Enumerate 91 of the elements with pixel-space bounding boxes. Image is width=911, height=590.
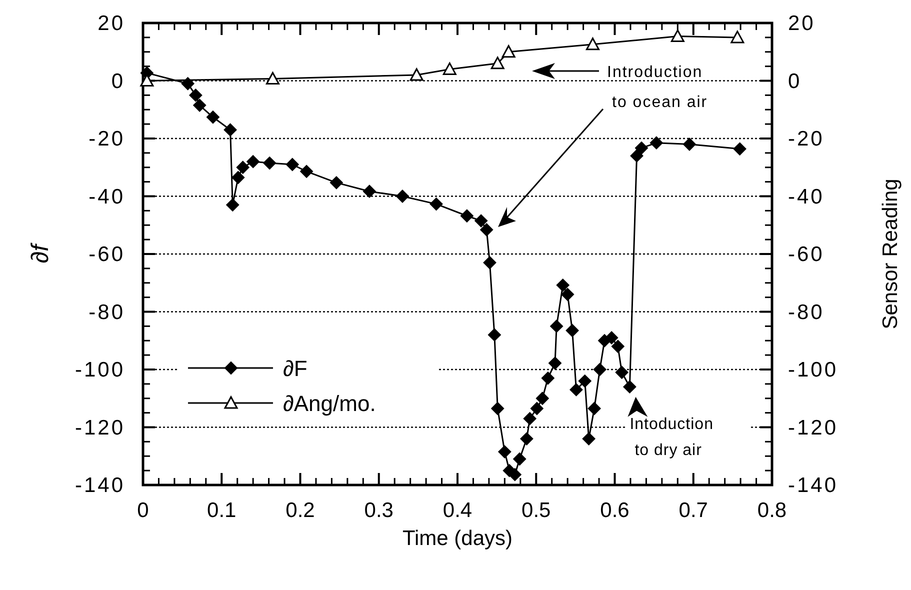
point — [430, 198, 443, 211]
point — [491, 402, 504, 415]
point — [611, 340, 624, 353]
y-tick-label: -60 — [88, 243, 125, 266]
point — [733, 142, 746, 156]
point — [193, 98, 206, 112]
point — [226, 198, 240, 212]
point — [548, 356, 562, 370]
y2-tick-label: -140 — [788, 474, 838, 497]
point — [623, 380, 636, 394]
point — [488, 328, 501, 342]
point — [578, 374, 592, 388]
point — [550, 320, 564, 333]
point — [396, 190, 409, 203]
point — [561, 288, 574, 301]
point — [541, 372, 554, 385]
y-tick-label: -80 — [88, 300, 125, 324]
x-tick-label: 0.7 — [678, 499, 708, 522]
point — [593, 363, 606, 376]
point — [582, 432, 596, 446]
point — [520, 432, 534, 446]
y-tick-label: 0 — [111, 70, 125, 93]
y2-tick-label: -60 — [788, 243, 824, 266]
point — [474, 214, 488, 228]
point — [490, 56, 504, 70]
point — [483, 256, 496, 270]
y2-tick-label: -100 — [788, 358, 838, 382]
point — [189, 88, 202, 102]
y-tick-label: -120 — [74, 416, 125, 440]
point — [570, 383, 583, 396]
y-tick-label: 20 — [98, 12, 125, 35]
x-tick-label: 0.6 — [600, 499, 630, 522]
y2-tick-label: -80 — [788, 300, 824, 324]
y-tick-label: -140 — [74, 474, 125, 497]
y-tick-label: -40 — [88, 185, 125, 208]
point — [615, 366, 628, 379]
point — [650, 136, 663, 150]
point — [682, 138, 696, 151]
y2-axis-title: Sensor Reading — [879, 178, 902, 330]
point — [232, 170, 245, 184]
x-axis-title: Time (days) — [402, 527, 513, 550]
y2-tick-label: 20 — [788, 12, 816, 35]
x-tick-label: 0.4 — [442, 499, 472, 522]
point — [670, 30, 684, 42]
point — [263, 156, 276, 170]
annotation: Intoduction to dry air — [630, 416, 714, 459]
point — [236, 160, 250, 174]
y2-tick-label: -20 — [788, 128, 824, 150]
point — [630, 149, 644, 162]
point — [530, 402, 544, 415]
point — [634, 142, 648, 155]
legend-label: ∂Ang/mo. — [283, 391, 376, 416]
y-axis-title: ∂f — [27, 242, 54, 264]
y2-tick-label: 0 — [788, 70, 802, 93]
point — [410, 68, 424, 81]
x-tick-label: 0.1 — [207, 499, 236, 522]
point — [523, 412, 536, 426]
y2-tick-label: -120 — [788, 416, 838, 440]
point — [480, 223, 494, 236]
point — [300, 164, 314, 178]
point — [224, 123, 237, 136]
x-tick-label: 0.5 — [522, 499, 551, 522]
point — [730, 30, 744, 44]
point — [460, 209, 474, 222]
x-tick-label: 0.8 — [757, 499, 787, 522]
legend-label: ∂F — [283, 356, 308, 381]
point — [442, 62, 456, 75]
x-tick-label: 0.2 — [286, 499, 315, 522]
y-tick-label: -20 — [88, 128, 125, 150]
point — [513, 452, 526, 466]
x-tick-label: 0 — [137, 499, 149, 522]
point — [181, 77, 194, 90]
point — [502, 45, 516, 58]
point — [362, 184, 376, 198]
point — [508, 468, 522, 482]
point — [206, 110, 220, 124]
point — [605, 331, 618, 344]
point — [588, 402, 601, 415]
point — [266, 72, 280, 84]
y2-tick-label: -40 — [788, 185, 824, 208]
x-tick-label: 0.3 — [364, 499, 394, 522]
annotation: Introduction to ocean air — [607, 64, 708, 111]
point — [556, 278, 570, 292]
point — [498, 445, 512, 458]
point — [566, 324, 579, 338]
point — [586, 38, 600, 50]
point — [246, 155, 260, 168]
y-tick-label: -100 — [74, 358, 125, 382]
point — [330, 176, 343, 190]
point — [286, 158, 299, 171]
point — [536, 392, 549, 405]
